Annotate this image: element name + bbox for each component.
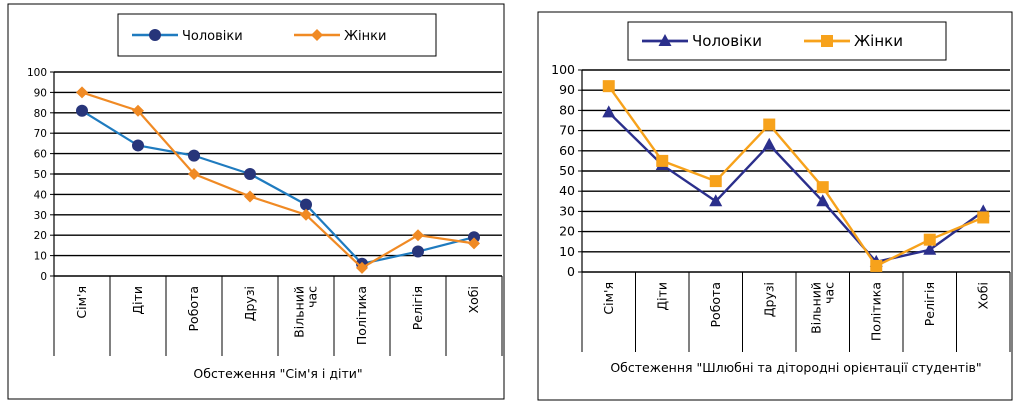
legend-label: Чоловіки bbox=[692, 32, 762, 50]
data-point-men bbox=[132, 139, 144, 152]
x-tick-label: час bbox=[305, 286, 320, 308]
x-tick-label: Політика bbox=[354, 286, 369, 345]
x-tick-label: Релігія bbox=[922, 282, 937, 326]
x-tick-label: Вільний bbox=[808, 282, 823, 334]
data-point-men bbox=[300, 198, 312, 211]
x-tick-label: Робота bbox=[186, 286, 201, 331]
legend-label: Чоловіки bbox=[182, 29, 243, 44]
series-line-men bbox=[607, 111, 984, 264]
data-point-women bbox=[870, 259, 883, 272]
x-tick-label: Друзі bbox=[761, 282, 776, 317]
data-point-women bbox=[132, 104, 144, 117]
x-tick-label: Хобі bbox=[466, 286, 481, 313]
x-tick-label: Хобі bbox=[975, 282, 990, 309]
data-point-men bbox=[468, 231, 480, 244]
data-point-men bbox=[412, 245, 424, 258]
x-tick-label: час bbox=[821, 282, 836, 304]
y-tick-label: 80 bbox=[559, 102, 575, 117]
data-point-women bbox=[816, 181, 829, 194]
y-tick-label: 40 bbox=[559, 183, 575, 198]
y-tick-label: 40 bbox=[34, 189, 47, 201]
chart-1: 0 10 20 30 40 50 60 70 80 90 100 Сім'я Діти Робота Дру… bbox=[7, 3, 505, 400]
legend: Чоловіки Жінки bbox=[627, 21, 947, 61]
data-point-women bbox=[188, 168, 200, 180]
y-tick-label: 10 bbox=[559, 244, 575, 259]
x-tick-label: Вільний bbox=[292, 286, 307, 338]
data-point-women bbox=[763, 118, 776, 131]
y-tick-label: 60 bbox=[34, 149, 47, 161]
x-tick-label: Релігія bbox=[410, 286, 425, 330]
y-tick-label: 80 bbox=[34, 108, 47, 120]
legend-marker bbox=[311, 29, 323, 41]
x-axis-title: Обстеження "Шлюбні та дітородні орієнтац… bbox=[610, 360, 981, 375]
data-point-women bbox=[468, 237, 480, 250]
y-tick-label: 100 bbox=[27, 67, 47, 79]
legend-marker bbox=[821, 35, 833, 47]
series-line-women bbox=[81, 91, 475, 269]
x-tick-label: Діти bbox=[654, 282, 669, 311]
y-tick-label: 0 bbox=[567, 264, 575, 279]
data-point-men bbox=[188, 149, 200, 162]
data-point-women bbox=[300, 208, 312, 221]
legend: Чоловіки Жінки bbox=[117, 13, 437, 57]
x-tick-label: Сім'я bbox=[601, 282, 616, 315]
y-tick-label: 30 bbox=[559, 203, 575, 218]
data-point-men bbox=[709, 194, 723, 207]
y-tick-label: 0 bbox=[40, 271, 47, 283]
y-tick-label: 50 bbox=[34, 169, 47, 181]
data-point-women bbox=[76, 86, 88, 99]
y-tick-label: 90 bbox=[559, 82, 575, 97]
data-point-women bbox=[709, 175, 722, 188]
data-point-women bbox=[977, 211, 990, 224]
y-tick-label: 30 bbox=[34, 210, 47, 222]
y-tick-label: 20 bbox=[34, 230, 47, 242]
legend-marker bbox=[658, 34, 672, 46]
x-tick-label: Сім'я bbox=[74, 286, 89, 319]
data-point-men bbox=[244, 168, 256, 180]
series-line-men bbox=[81, 109, 475, 265]
data-point-women bbox=[412, 229, 424, 242]
x-tick-label: Політика bbox=[868, 282, 883, 341]
y-tick-label: 70 bbox=[34, 128, 47, 140]
data-point-men bbox=[816, 194, 830, 207]
x-tick-label: Діти bbox=[130, 286, 145, 315]
y-tick-label: 90 bbox=[34, 87, 47, 99]
data-point-women bbox=[602, 80, 615, 93]
chart-frame bbox=[7, 3, 505, 400]
data-point-men bbox=[602, 105, 616, 118]
y-tick-label: 10 bbox=[34, 251, 47, 263]
data-point-women bbox=[923, 233, 936, 246]
y-tick-label: 100 bbox=[551, 62, 575, 77]
legend-marker bbox=[149, 29, 161, 41]
data-point-men bbox=[923, 242, 937, 255]
series-line-women bbox=[607, 85, 984, 268]
y-tick-label: 50 bbox=[559, 163, 575, 178]
y-tick-label: 70 bbox=[559, 123, 575, 138]
data-point-women bbox=[656, 154, 669, 167]
x-axis-title: Обстеження "Сім'я і діти" bbox=[193, 366, 362, 381]
chart-frame bbox=[537, 11, 1013, 401]
legend-label: Жінки bbox=[344, 29, 386, 44]
data-point-women bbox=[356, 261, 368, 274]
data-point-women bbox=[244, 190, 256, 203]
y-tick-label: 20 bbox=[559, 224, 575, 239]
x-tick-label: Друзі bbox=[242, 286, 257, 321]
chart-2: 0 10 20 30 40 50 60 70 80 90 100 Сім'я Діти Робота Дру… bbox=[537, 11, 1013, 401]
legend-label: Жінки bbox=[854, 32, 903, 50]
x-tick-label: Робота bbox=[708, 282, 723, 327]
data-point-men bbox=[76, 104, 88, 117]
y-tick-label: 60 bbox=[559, 143, 575, 158]
data-point-men bbox=[762, 137, 776, 150]
